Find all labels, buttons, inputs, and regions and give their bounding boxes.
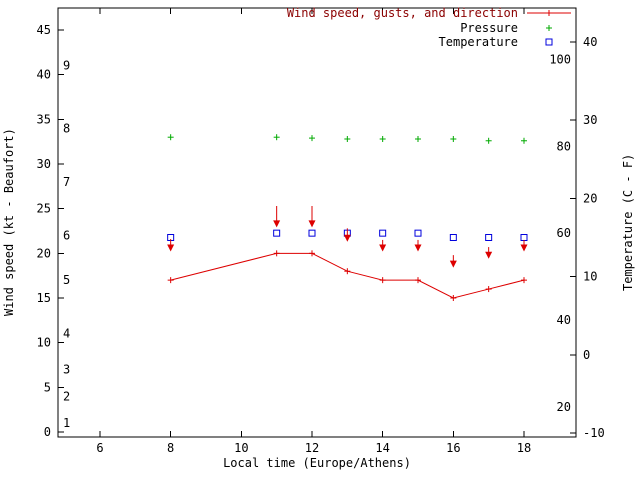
right-axis-title: Temperature (C - F)	[621, 153, 635, 292]
tick-label: 3	[63, 362, 70, 376]
tick-label: 4	[63, 327, 70, 341]
tick-label: 6	[63, 228, 70, 242]
tick-label: 25	[37, 202, 51, 216]
tick-label: 8	[167, 441, 174, 455]
tick-label: 6	[96, 441, 103, 455]
tick-label: 30	[37, 157, 51, 171]
tick-label: 40	[583, 35, 597, 49]
tick-label: 1	[63, 416, 70, 430]
tick-label: 5	[63, 273, 70, 287]
legend-samples	[527, 10, 571, 46]
tick-label: 100	[549, 52, 571, 66]
tick-label: 9	[63, 59, 70, 73]
x-axis-ticks: 6 8 10 12 14 16 18	[96, 8, 531, 455]
tick-label: 40	[37, 68, 51, 82]
right-axis-ticks: -10 0 10 20 30 40	[570, 35, 605, 440]
legend-label-temperature: Temperature	[438, 35, 518, 49]
left-axis-ticks: 0 5 10 15 20 25 30 35 40 45	[37, 23, 64, 439]
legend-label-wind: Wind speed, gusts, and direction	[286, 6, 518, 20]
wind-speed-series	[167, 250, 527, 302]
tick-label: 20	[557, 400, 571, 414]
tick-label: 12	[305, 441, 319, 455]
tick-label: -10	[583, 426, 605, 440]
tick-label: 30	[583, 113, 597, 127]
plot-border	[57, 7, 577, 438]
tick-label: 20	[583, 191, 597, 205]
tick-label: 2	[63, 389, 70, 403]
legend-sample-temperature	[545, 38, 553, 46]
tick-label: 7	[63, 175, 70, 189]
tick-label: 10	[37, 336, 51, 350]
beaufort-labels: 1 2 3 4 5 6 7 8 9	[63, 59, 70, 430]
tick-label: 0	[44, 425, 51, 439]
fahrenheit-labels: 20 40 60 80 100	[549, 52, 571, 414]
tick-label: 0	[583, 348, 590, 362]
tick-label: 80	[557, 139, 571, 153]
tick-label: 16	[446, 441, 460, 455]
legend-label-pressure: Pressure	[460, 21, 518, 35]
tick-label: 15	[37, 291, 51, 305]
tick-label: 14	[375, 441, 389, 455]
pressure-series	[167, 134, 527, 144]
tick-label: 10	[234, 441, 248, 455]
tick-label: 10	[583, 270, 597, 284]
tick-label: 45	[37, 23, 51, 37]
wind-gust-arrows	[167, 205, 528, 268]
tick-label: 40	[557, 313, 571, 327]
tick-label: 35	[37, 112, 51, 126]
tick-label: 20	[37, 246, 51, 260]
tick-label: 18	[517, 441, 531, 455]
tick-label: 60	[557, 226, 571, 240]
tick-label: 8	[63, 121, 70, 135]
left-axis-title: Wind speed (kt - Beaufort)	[2, 128, 16, 317]
x-axis-title: Local time (Europe/Athens)	[223, 456, 411, 470]
tick-label: 5	[44, 380, 51, 394]
